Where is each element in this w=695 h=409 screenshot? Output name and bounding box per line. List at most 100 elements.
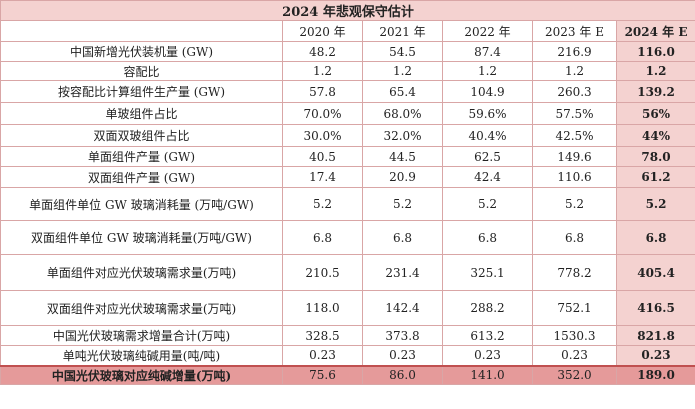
row-value: 1.2 bbox=[282, 61, 363, 81]
table-row: 容配比 1.2 1.2 1.2 1.2 1.2 bbox=[0, 61, 695, 81]
row-value: 752.1 bbox=[532, 290, 617, 326]
total-value: 141.0 bbox=[442, 364, 533, 385]
table-row: 中国新增光伏装机量 (GW) 48.2 54.5 87.4 216.9 116.0 bbox=[0, 41, 695, 62]
row-value: 5.2 bbox=[615, 187, 695, 221]
table-row: 单吨光伏玻璃纯碱用量(吨/吨) 0.23 0.23 0.23 0.23 0.23 bbox=[0, 345, 695, 366]
row-value: 44.5 bbox=[362, 146, 443, 167]
row-value: 42.5% bbox=[532, 124, 617, 147]
table-title: 2024 年悲观保守估计 bbox=[0, 0, 695, 21]
row-value: 62.5 bbox=[442, 146, 533, 167]
column-header: 2020 年 bbox=[282, 20, 363, 42]
row-value: 405.4 bbox=[615, 254, 695, 291]
row-value: 231.4 bbox=[362, 254, 443, 291]
row-value: 325.1 bbox=[442, 254, 533, 291]
row-value: 54.5 bbox=[362, 41, 443, 62]
title-row: 2024 年悲观保守估计 bbox=[0, 0, 695, 21]
row-value: 260.3 bbox=[532, 80, 617, 103]
row-label: 中国新增光伏装机量 (GW) bbox=[0, 41, 283, 62]
row-value: 57.5% bbox=[532, 102, 617, 125]
table-row: 双面双玻组件占比 30.0% 32.0% 40.4% 42.5% 44% bbox=[0, 124, 695, 147]
row-value: 149.6 bbox=[532, 146, 617, 167]
row-value: 6.8 bbox=[362, 220, 443, 255]
row-value: 210.5 bbox=[282, 254, 363, 291]
row-value: 70.0% bbox=[282, 102, 363, 125]
row-value: 373.8 bbox=[362, 325, 443, 346]
total-value: 86.0 bbox=[362, 364, 443, 385]
table-row: 按容配比计算组件生产量 (GW) 57.8 65.4 104.9 260.3 139.2 bbox=[0, 80, 695, 103]
row-value: 0.23 bbox=[442, 345, 533, 366]
column-header: 2023 年 E bbox=[532, 20, 617, 42]
row-value: 6.8 bbox=[615, 220, 695, 255]
row-value: 116.0 bbox=[615, 41, 695, 62]
row-value: 328.5 bbox=[282, 325, 363, 346]
row-label: 单面组件单位 GW 玻璃消耗量 (万吨/GW) bbox=[0, 187, 283, 221]
row-value: 61.2 bbox=[615, 166, 695, 188]
row-value: 17.4 bbox=[282, 166, 363, 188]
row-value: 78.0 bbox=[615, 146, 695, 167]
row-value: 5.2 bbox=[362, 187, 443, 221]
header-blank bbox=[0, 20, 283, 42]
row-label: 单面组件产量 (GW) bbox=[0, 146, 283, 167]
row-value: 42.4 bbox=[442, 166, 533, 188]
row-value: 48.2 bbox=[282, 41, 363, 62]
table-row: 双面组件产量 (GW) 17.4 20.9 42.4 110.6 61.2 bbox=[0, 166, 695, 188]
row-value: 613.2 bbox=[442, 325, 533, 346]
table-row: 单面组件对应光伏玻璃需求量(万吨) 210.5 231.4 325.1 778.2 405… bbox=[0, 254, 695, 291]
row-label: 双面组件产量 (GW) bbox=[0, 166, 283, 188]
row-value: 0.23 bbox=[282, 345, 363, 366]
row-value: 6.8 bbox=[442, 220, 533, 255]
table-row: 单玻组件占比 70.0% 68.0% 59.6% 57.5% 56% bbox=[0, 102, 695, 125]
row-value: 56% bbox=[615, 102, 695, 125]
row-value: 139.2 bbox=[615, 80, 695, 103]
table-row: 单面组件单位 GW 玻璃消耗量 (万吨/GW) 5.2 5.2 5.2 5.2 5.2 bbox=[0, 187, 695, 221]
estimate-table: 2024 年悲观保守估计 2020 年 2021 年 2022 年 2023 年… bbox=[0, 0, 695, 385]
column-header: 2022 年 bbox=[442, 20, 533, 42]
row-value: 6.8 bbox=[282, 220, 363, 255]
row-label: 双面组件对应光伏玻璃需求量(万吨) bbox=[0, 290, 283, 326]
row-value: 0.23 bbox=[615, 345, 695, 366]
row-value: 32.0% bbox=[362, 124, 443, 147]
row-value: 1.2 bbox=[532, 61, 617, 81]
total-value: 352.0 bbox=[532, 364, 617, 385]
row-value: 0.23 bbox=[362, 345, 443, 366]
row-label: 单玻组件占比 bbox=[0, 102, 283, 125]
row-value: 87.4 bbox=[442, 41, 533, 62]
row-value: 68.0% bbox=[362, 102, 443, 125]
row-label: 双面双玻组件占比 bbox=[0, 124, 283, 147]
row-value: 216.9 bbox=[532, 41, 617, 62]
column-header: 2021 年 bbox=[362, 20, 443, 42]
total-value: 189.0 bbox=[615, 364, 695, 385]
row-label: 单吨光伏玻璃纯碱用量(吨/吨) bbox=[0, 345, 283, 366]
row-value: 110.6 bbox=[532, 166, 617, 188]
row-value: 5.2 bbox=[442, 187, 533, 221]
column-header: 2024 年 E bbox=[615, 20, 695, 42]
row-value: 44% bbox=[615, 124, 695, 147]
total-value: 75.6 bbox=[282, 364, 363, 385]
row-value: 142.4 bbox=[362, 290, 443, 326]
row-value: 5.2 bbox=[282, 187, 363, 221]
row-value: 59.6% bbox=[442, 102, 533, 125]
row-value: 288.2 bbox=[442, 290, 533, 326]
row-label: 按容配比计算组件生产量 (GW) bbox=[0, 80, 283, 103]
row-label: 双面组件单位 GW 玻璃消耗量(万吨/GW) bbox=[0, 220, 283, 255]
row-value: 65.4 bbox=[362, 80, 443, 103]
total-label: 中国光伏玻璃对应纯碱增量(万吨) bbox=[0, 364, 283, 385]
row-value: 20.9 bbox=[362, 166, 443, 188]
row-value: 104.9 bbox=[442, 80, 533, 103]
row-value: 1.2 bbox=[362, 61, 443, 81]
row-value: 416.5 bbox=[615, 290, 695, 326]
row-value: 1530.3 bbox=[532, 325, 617, 346]
row-value: 5.2 bbox=[532, 187, 617, 221]
header-row: 2020 年 2021 年 2022 年 2023 年 E 2024 年 E bbox=[0, 20, 695, 42]
table-row: 中国光伏玻璃需求增量合计(万吨) 328.5 373.8 613.2 1530.3 821… bbox=[0, 325, 695, 346]
row-label: 单面组件对应光伏玻璃需求量(万吨) bbox=[0, 254, 283, 291]
row-value: 821.8 bbox=[615, 325, 695, 346]
total-row: 中国光伏玻璃对应纯碱增量(万吨) 75.6 86.0 141.0 352.0 189.0 bbox=[0, 364, 695, 385]
row-value: 6.8 bbox=[532, 220, 617, 255]
row-value: 1.2 bbox=[615, 61, 695, 81]
table-row: 单面组件产量 (GW) 40.5 44.5 62.5 149.6 78.0 bbox=[0, 146, 695, 167]
row-value: 30.0% bbox=[282, 124, 363, 147]
row-value: 0.23 bbox=[532, 345, 617, 366]
row-value: 57.8 bbox=[282, 80, 363, 103]
table-row: 双面组件对应光伏玻璃需求量(万吨) 118.0 142.4 288.2 752.1 416… bbox=[0, 290, 695, 326]
